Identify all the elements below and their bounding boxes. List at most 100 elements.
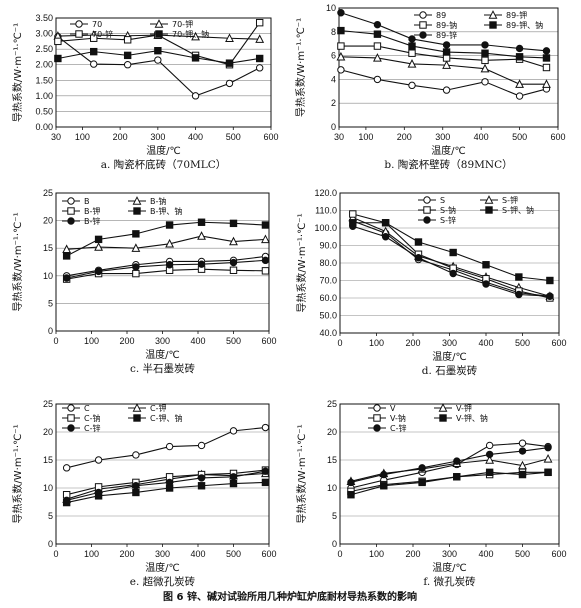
legend-marker xyxy=(484,195,494,204)
x-tick-label: 500 xyxy=(512,132,527,142)
data-point xyxy=(349,210,357,218)
panel-caption: a. 陶瓷杯底砖（70MLC） xyxy=(101,158,227,171)
y-tick-label: 1.50 xyxy=(35,75,53,85)
data-point xyxy=(229,473,238,481)
data-point xyxy=(131,243,141,252)
y-axis-label: 导热系数/W·m⁻¹·℃⁻¹ xyxy=(295,424,308,523)
y-tick-label: 3.50 xyxy=(35,13,53,23)
figure-caption: 图 6 锌、碱对试验所用几种炉缸炉底耐材导热系数的影响 xyxy=(163,590,417,603)
data-point xyxy=(482,261,490,269)
legend: 89 89-钾 89-钠 89-钾、钠 89-锌 xyxy=(414,10,543,40)
data-point xyxy=(132,263,140,271)
data-point xyxy=(337,66,345,74)
legend-marker xyxy=(75,20,83,28)
y-tick-label: 3.00 xyxy=(35,29,53,39)
data-point xyxy=(132,451,140,459)
legend-marker xyxy=(489,21,497,29)
data-point xyxy=(380,482,388,490)
data-point xyxy=(197,474,206,482)
data-point xyxy=(229,427,238,435)
legend-label: C-锌 xyxy=(84,423,100,433)
legend-marker xyxy=(419,21,427,29)
y-tick-label: 15 xyxy=(43,243,53,253)
data-point xyxy=(154,56,162,64)
series-89 xyxy=(337,66,551,100)
series-89-钾 xyxy=(336,51,551,88)
x-tick-label: 300 xyxy=(442,549,457,559)
data-point xyxy=(546,276,554,285)
data-point xyxy=(336,51,346,61)
data-point xyxy=(542,47,551,55)
data-point xyxy=(225,59,234,67)
legend-label: 89-钠 xyxy=(436,20,457,30)
legend-marker xyxy=(132,196,142,205)
y-tick-label: 15 xyxy=(327,455,337,465)
legend-label: B xyxy=(84,197,90,206)
y-tick-label: 5 xyxy=(48,511,53,521)
y-axis-label: 导热系数/W·m⁻¹·℃⁻¹ xyxy=(11,23,24,122)
data-point xyxy=(518,470,527,479)
plot-frame xyxy=(55,17,272,128)
data-point xyxy=(261,267,270,275)
data-point xyxy=(337,9,345,17)
y-tick-label: 5 xyxy=(48,298,53,308)
data-point xyxy=(515,44,524,53)
legend-marker xyxy=(419,11,427,19)
data-point xyxy=(373,53,382,62)
data-point xyxy=(408,81,416,90)
x-axis-label: 温度/℃ xyxy=(432,561,467,574)
data-point xyxy=(62,274,71,282)
y-tick-label: 80.0 xyxy=(319,258,337,268)
data-point xyxy=(94,242,104,251)
data-point xyxy=(197,231,206,240)
data-point xyxy=(123,61,132,69)
data-point xyxy=(542,63,551,72)
legend-label: C xyxy=(84,404,90,413)
data-point xyxy=(442,41,451,49)
panel-caption: b. 陶瓷杯壁砖（89MNC） xyxy=(384,158,512,171)
x-tick-label: 100 xyxy=(369,549,384,559)
y-tick-label: 0.00 xyxy=(35,122,53,132)
legend-label: S xyxy=(440,196,445,205)
series-S-钾 xyxy=(348,212,555,300)
x-tick-label: 400 xyxy=(478,549,493,559)
series-V-钾、钠 xyxy=(347,468,552,499)
y-tick-label: 25 xyxy=(43,188,53,198)
data-point xyxy=(347,478,355,487)
data-point xyxy=(255,34,265,43)
data-point xyxy=(418,464,426,472)
x-tick-label: 300 xyxy=(155,336,170,346)
data-point xyxy=(261,256,270,265)
data-point xyxy=(123,51,132,60)
legend-marker xyxy=(485,206,493,214)
legend-marker xyxy=(75,30,83,38)
data-point xyxy=(347,491,355,499)
y-tick-label: 60.0 xyxy=(319,293,337,303)
series-B xyxy=(62,252,270,280)
x-tick-label: 0 xyxy=(337,338,342,348)
data-point xyxy=(544,443,552,452)
y-tick-label: 20 xyxy=(43,216,53,226)
x-tick-label: 100 xyxy=(84,336,99,346)
y-tick-label: 0 xyxy=(48,539,53,549)
y-tick-label: 10 xyxy=(326,3,336,13)
series-70-钾、钠 xyxy=(54,47,264,67)
data-point xyxy=(515,53,524,61)
series-B-钠 xyxy=(62,231,270,254)
legend-marker xyxy=(155,30,163,38)
data-point xyxy=(414,238,423,246)
x-tick-label: 30 xyxy=(51,132,61,142)
legend-label: C-锌 xyxy=(390,423,406,433)
legend: V V-钾 V-钠 V-钾、钠 C-锌 xyxy=(368,403,488,433)
y-tick-label: 25 xyxy=(327,399,337,409)
data-point xyxy=(165,221,174,229)
data-point xyxy=(132,488,140,497)
y-tick-label: 110.0 xyxy=(315,206,337,216)
series-C xyxy=(62,423,270,472)
data-point xyxy=(225,33,234,42)
data-point xyxy=(373,42,382,50)
x-axis-label: 温度/℃ xyxy=(145,348,180,361)
y-axis-label: 导热系数/W·m⁻¹·℃⁻¹ xyxy=(295,213,308,312)
x-tick-label: 300 xyxy=(442,338,457,348)
data-point xyxy=(261,221,270,229)
